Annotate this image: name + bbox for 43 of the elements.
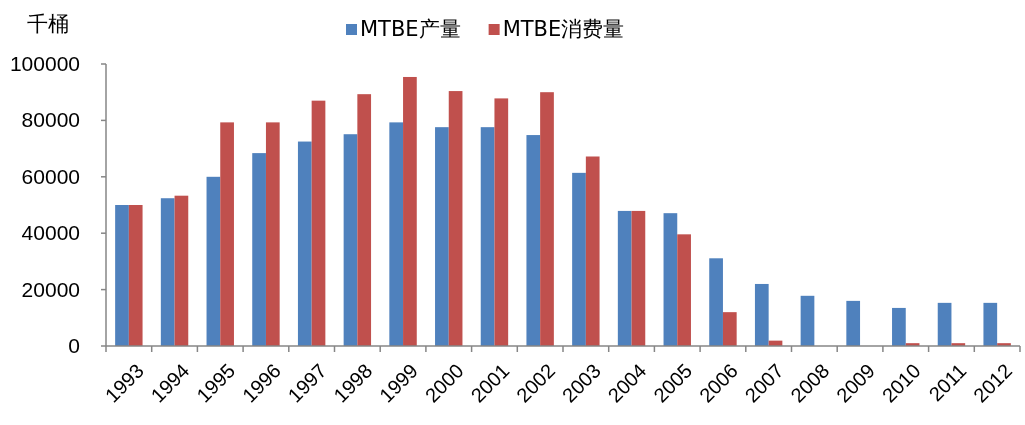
bar bbox=[252, 153, 266, 346]
bar bbox=[115, 205, 129, 346]
bar bbox=[357, 94, 372, 346]
y-axis-title: 千桶 bbox=[27, 12, 69, 36]
y-tick-label: 60000 bbox=[21, 164, 80, 188]
bar bbox=[572, 172, 586, 346]
bar bbox=[677, 234, 691, 346]
bar bbox=[617, 210, 632, 346]
bar bbox=[540, 92, 554, 346]
bar bbox=[663, 213, 678, 346]
bar bbox=[389, 122, 404, 346]
y-tick-label: 100000 bbox=[9, 52, 80, 75]
bar bbox=[160, 198, 175, 346]
bar bbox=[585, 156, 600, 346]
bar bbox=[800, 295, 815, 346]
bar bbox=[128, 205, 143, 346]
bar bbox=[435, 127, 449, 346]
legend-label: MTBE消费量 bbox=[502, 17, 625, 41]
bar bbox=[846, 300, 861, 346]
y-tick-label: 40000 bbox=[21, 221, 80, 245]
bar bbox=[343, 134, 358, 346]
bar bbox=[448, 91, 463, 346]
bar bbox=[220, 122, 234, 346]
bar bbox=[480, 127, 495, 346]
bar bbox=[709, 258, 723, 346]
bar bbox=[631, 210, 646, 346]
bar bbox=[892, 307, 906, 346]
legend-label: MTBE产量 bbox=[360, 17, 461, 41]
bar bbox=[754, 283, 769, 346]
bar bbox=[403, 76, 417, 346]
bar bbox=[206, 176, 221, 346]
bar bbox=[494, 98, 509, 346]
bar bbox=[297, 141, 312, 346]
bar bbox=[983, 302, 998, 346]
y-tick-label: 0 bbox=[68, 334, 80, 357]
y-tick-label: 20000 bbox=[21, 277, 80, 301]
y-tick-label: 80000 bbox=[21, 108, 80, 132]
bar bbox=[174, 195, 189, 346]
bar bbox=[526, 135, 541, 346]
bar bbox=[937, 302, 952, 346]
bar bbox=[311, 100, 326, 346]
bar bbox=[265, 122, 280, 346]
bar bbox=[722, 312, 737, 346]
